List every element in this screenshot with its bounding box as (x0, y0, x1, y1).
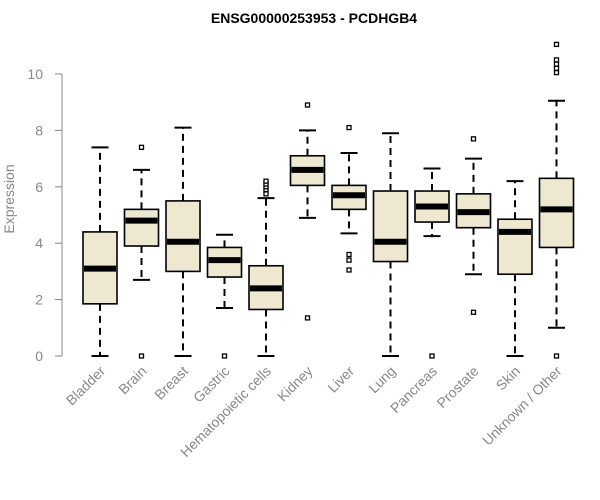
y-tick-label: 6 (35, 179, 43, 195)
outlier-point (346, 251, 352, 258)
x-tick-label: Bladder (63, 363, 109, 409)
outlier-point (304, 102, 311, 108)
box-series (82, 41, 575, 359)
outlier-point (221, 353, 228, 359)
box-brain (123, 144, 160, 359)
iqr-box (372, 190, 409, 263)
x-tick-label: Liver (324, 363, 357, 396)
box-skin (497, 180, 533, 357)
chart-title: ENSG00000253953 - PCDHGB4 (211, 10, 417, 26)
x-tick-label: Prostate (433, 363, 481, 411)
x-tick-label: Kidney (274, 363, 316, 405)
y-tick-label: 4 (35, 235, 43, 251)
y-tick-label: 0 (35, 348, 43, 364)
y-axis-label: Expression (1, 164, 17, 233)
box-hematopoietic-cells (248, 178, 284, 357)
outlier-point (470, 309, 477, 315)
y-tick-label: 10 (27, 66, 43, 82)
y-tick-label: 2 (35, 292, 43, 308)
x-tick-label: Breast (151, 363, 191, 403)
outlier-point (138, 353, 145, 359)
box-prostate (455, 136, 492, 315)
iqr-box (538, 177, 575, 249)
box-pancreas (414, 167, 450, 359)
box-lung (372, 132, 409, 357)
outlier-point (553, 61, 560, 67)
outlier-point (553, 57, 560, 63)
outlier-point (346, 257, 352, 263)
outlier-point (346, 267, 352, 273)
iqr-box (123, 208, 160, 247)
outlier-point (429, 353, 435, 359)
iqr-box (165, 200, 201, 273)
box-unknown-other (538, 41, 575, 359)
box-breast (165, 126, 201, 357)
y-tick-label: 8 (35, 122, 43, 138)
outlier-point (346, 124, 352, 131)
outlier-point (263, 178, 269, 184)
outlier-point (553, 69, 560, 76)
x-tick-label: Brain (115, 363, 149, 397)
outlier-point (553, 353, 560, 359)
iqr-box (497, 218, 533, 276)
x-tick-label: Skin (493, 363, 524, 394)
x-tick-label: Unknown / Other (479, 363, 565, 449)
outlier-point (304, 315, 311, 321)
outlier-point (263, 191, 269, 197)
outlier-point (553, 65, 560, 72)
outlier-point (553, 41, 560, 48)
box-bladder (82, 146, 118, 357)
y-axis: 0 2 4 6 8 10 (27, 66, 63, 364)
outlier-point (470, 136, 477, 142)
box-gastric (206, 233, 243, 359)
outlier-point (138, 144, 145, 150)
box-kidney (289, 102, 326, 321)
x-tick-label: Lung (365, 363, 398, 396)
box-liver (331, 124, 367, 273)
